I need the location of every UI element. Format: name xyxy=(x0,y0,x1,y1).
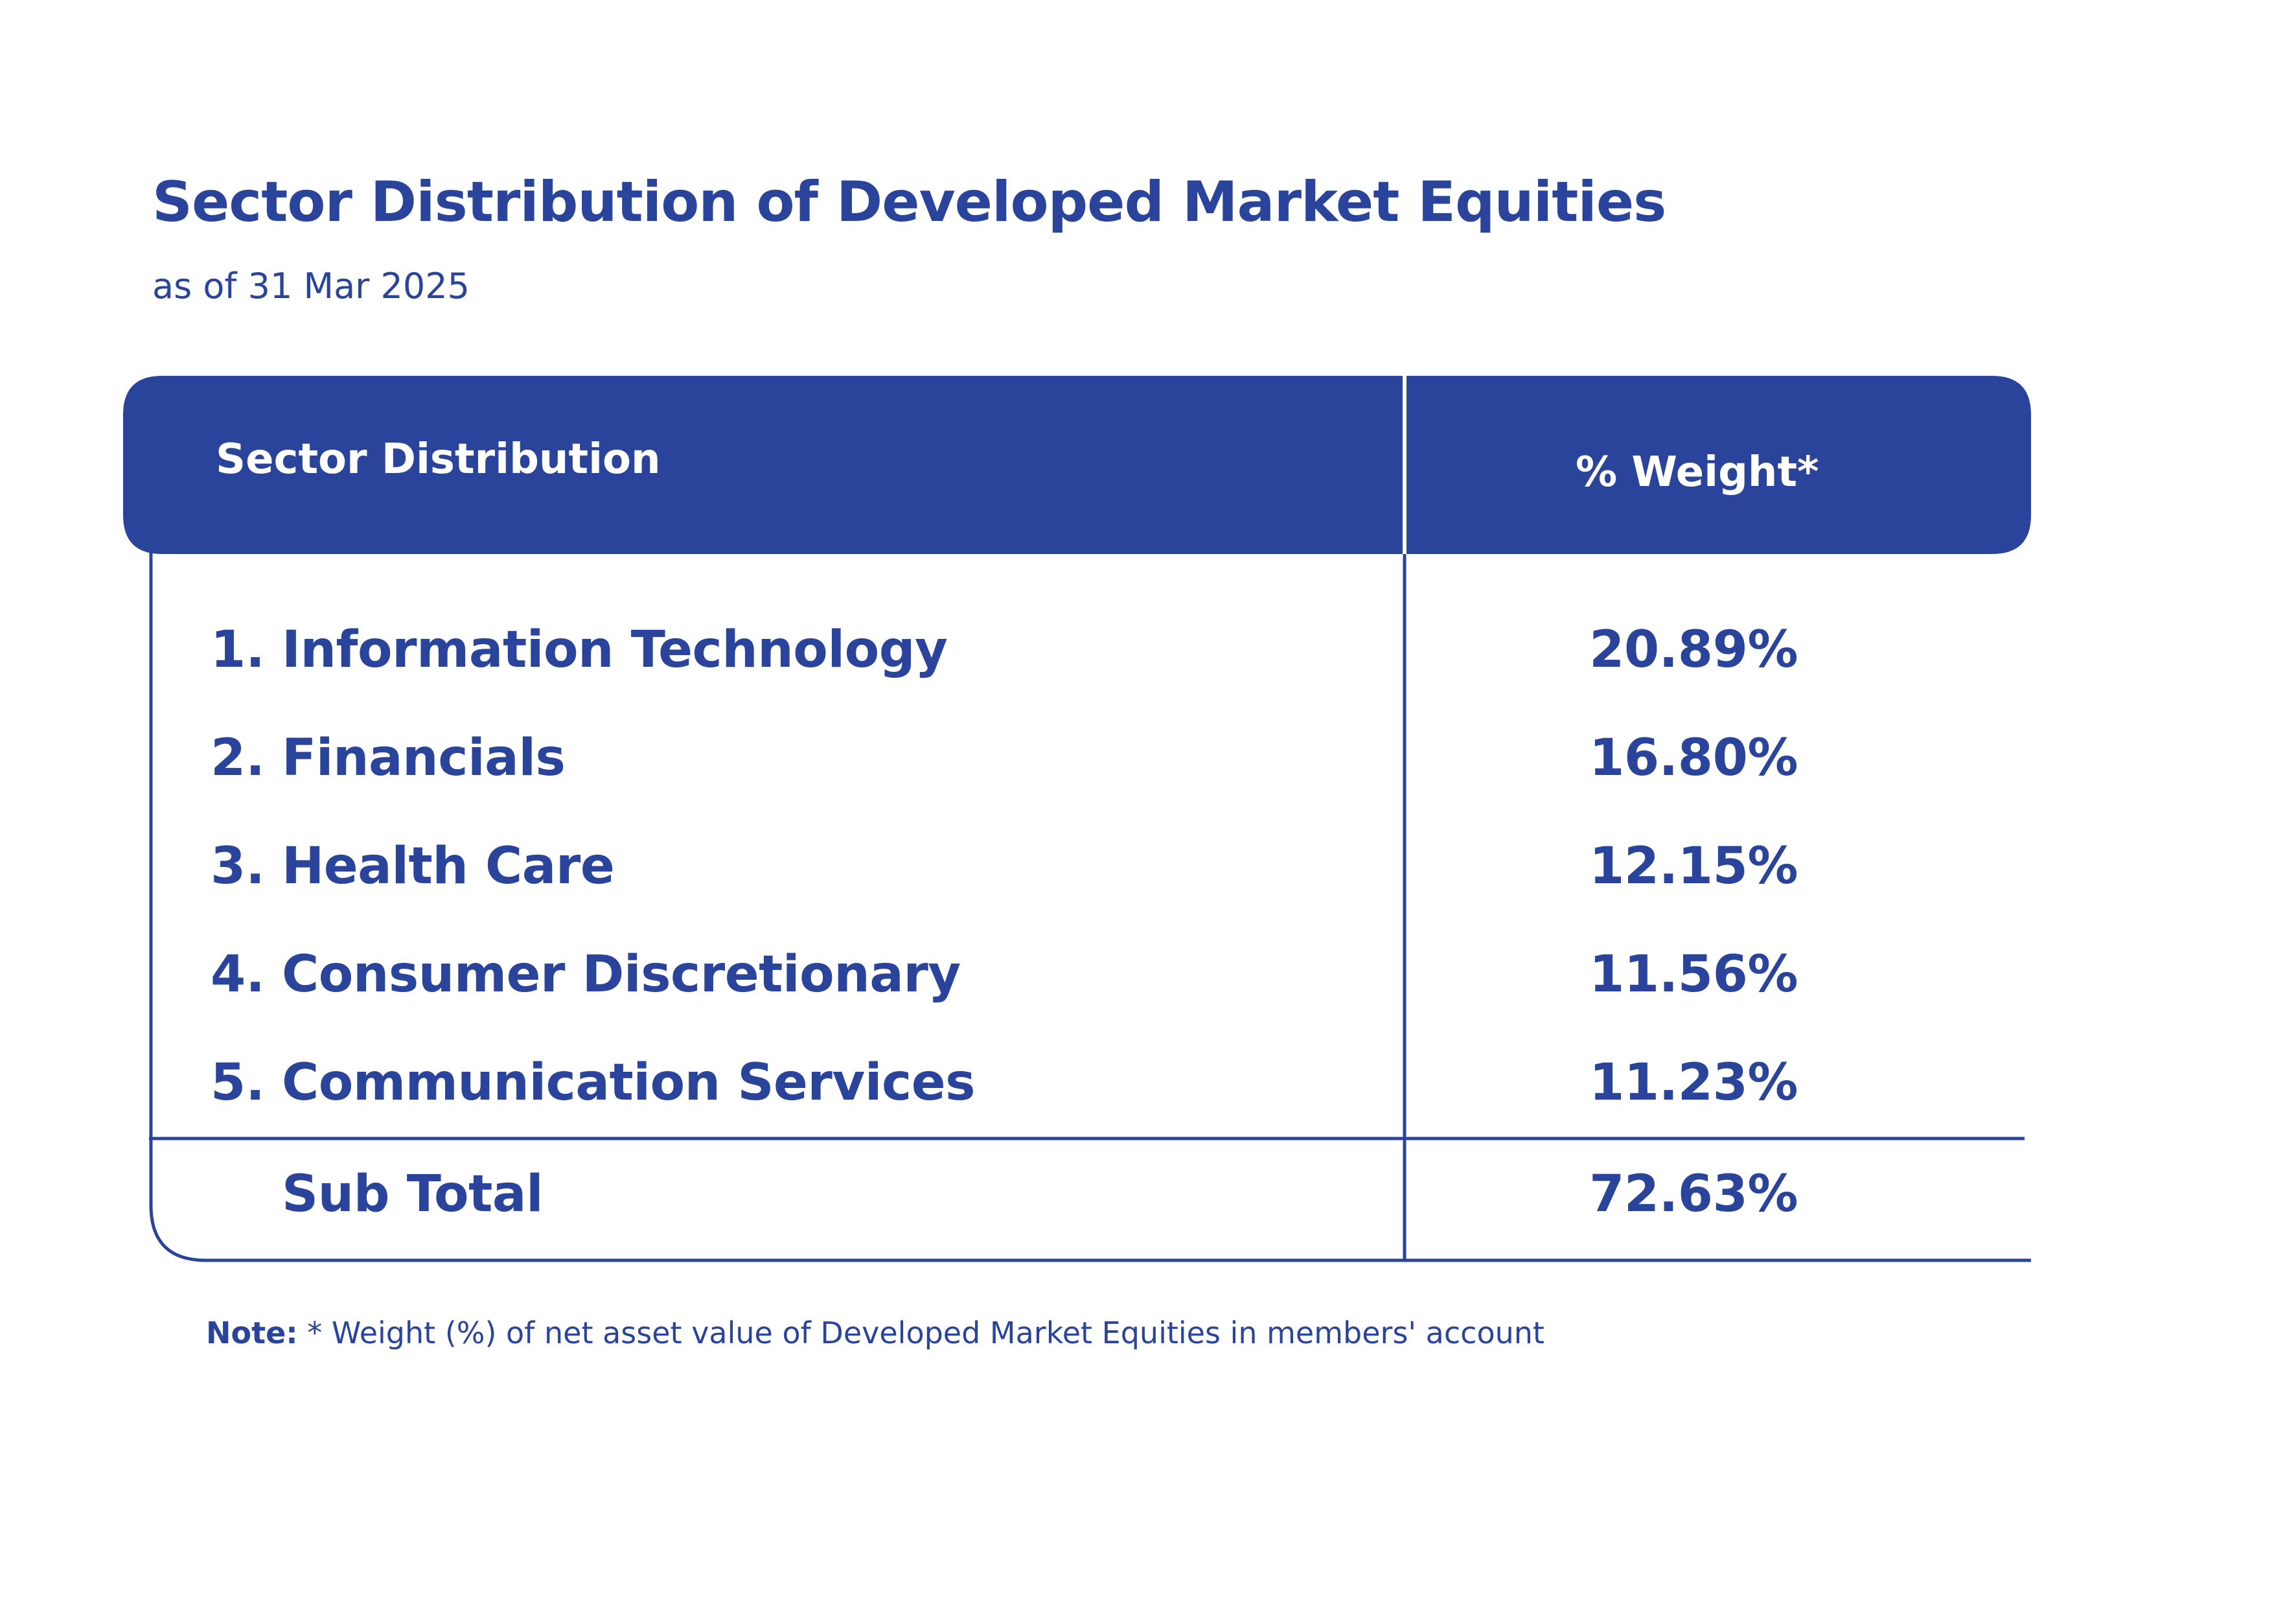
row-1-weight: 20.89% xyxy=(1589,621,1798,679)
header-weight: % Weight* xyxy=(1576,448,1819,496)
footnote-label: Note: xyxy=(206,1315,298,1350)
footnote: Note: * Weight (%) of net asset value of… xyxy=(206,1315,1544,1350)
row-5-number: 5. xyxy=(211,1054,265,1112)
row-4-number: 4. xyxy=(211,945,265,1004)
row-2-sector: Financials xyxy=(282,729,566,787)
page-subtitle: as of 31 Mar 2025 xyxy=(152,266,470,306)
subtotal-weight: 72.63% xyxy=(1589,1165,1798,1223)
table-left-border xyxy=(149,551,2031,1262)
row-2-number: 2. xyxy=(211,729,265,787)
row-4-sector: Consumer Discretionary xyxy=(282,945,961,1004)
subtotal-label: Sub Total xyxy=(282,1165,544,1223)
row-4-weight: 11.56% xyxy=(1589,945,1798,1004)
row-2-weight: 16.80% xyxy=(1589,729,1798,787)
row-1-sector: Information Technology xyxy=(282,621,948,679)
row-1-number: 1. xyxy=(211,621,265,679)
row-5-weight: 11.23% xyxy=(1589,1054,1798,1112)
header-sector: Sector Distribution xyxy=(216,435,661,483)
row-5-sector: Communication Services xyxy=(282,1054,976,1112)
row-3-number: 3. xyxy=(211,837,265,896)
page-title: Sector Distribution of Developed Market … xyxy=(152,170,1666,235)
row-3-sector: Health Care xyxy=(282,837,615,896)
footnote-text: * Weight (%) of net asset value of Devel… xyxy=(297,1315,1544,1350)
table-header-bar xyxy=(123,376,2031,554)
row-3-weight: 12.15% xyxy=(1589,837,1798,896)
